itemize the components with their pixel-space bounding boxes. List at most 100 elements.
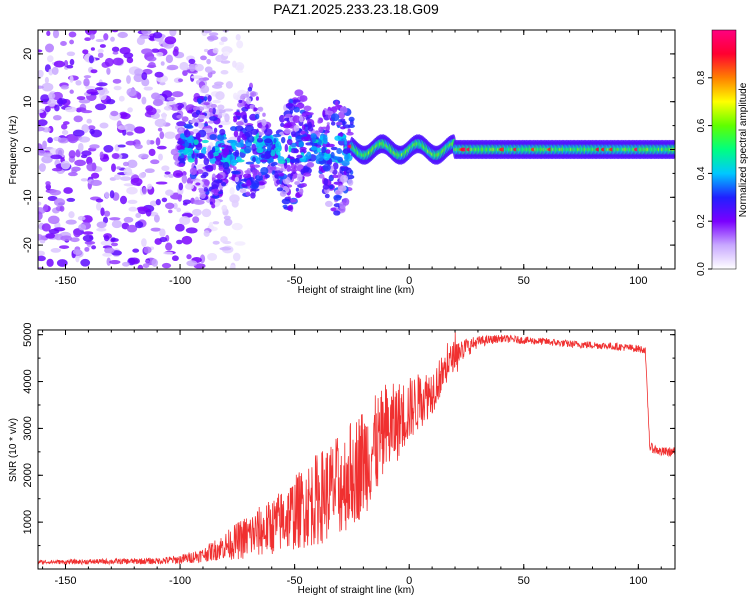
spectrogram-cell (116, 166, 121, 170)
spectrogram-cell (138, 172, 146, 179)
spectrogram-cell (343, 154, 353, 162)
spectrogram-cell (212, 194, 220, 199)
spectrogram-cell (276, 187, 284, 192)
spectrogram-cell (305, 142, 314, 146)
spectrogram-cell (241, 183, 248, 188)
spectrogram-cell (224, 113, 230, 123)
spectrogram-cell (330, 207, 337, 212)
spectrogram-cell (181, 174, 188, 184)
spectrogram-cell (206, 35, 219, 41)
spectrogram-cell (47, 137, 53, 144)
spectrogram-cell (113, 174, 121, 181)
spectrogram-cell (127, 107, 133, 113)
spectrogram-cell (290, 131, 296, 136)
spectrogram-cell (294, 181, 300, 186)
spectrogram-cell (143, 246, 152, 254)
spectrogram-cell (346, 131, 354, 136)
spectrogram-cell (152, 31, 163, 39)
spectrogram-cell (119, 112, 131, 120)
spectrogram-cell (77, 215, 86, 221)
colorbar: 0.0 0.2 0.4 0.6 0.8 Normalized spectral ampl… (696, 29, 749, 276)
spectrogram-cell (340, 118, 346, 122)
spectrogram-cell (95, 38, 105, 43)
spectrogram-cell (141, 238, 147, 247)
spectrogram-cell (235, 121, 244, 126)
spectrogram-cell (133, 73, 144, 83)
spectrogram-cell (109, 217, 121, 221)
spectrogram-cell (94, 87, 104, 91)
spectrogram-cell (38, 69, 44, 78)
spectrogram-cell (294, 89, 304, 97)
snr-series-line (38, 332, 675, 566)
spectrogram-cell (279, 191, 287, 197)
spectrogram-cell (219, 128, 226, 136)
spectrogram-cell (111, 153, 120, 159)
spectrogram-cell (264, 174, 270, 179)
spectrogram-cell (244, 130, 253, 138)
spectrogram-cell (153, 214, 160, 223)
spectrogram-cell (89, 144, 100, 149)
spectrogram-cell (90, 47, 95, 51)
spectrogram-x-tick-label: 50 (518, 275, 530, 287)
spectrogram-cell (56, 259, 68, 267)
spectrogram-cell (54, 198, 66, 207)
spectrogram-cell (151, 92, 161, 100)
spectrogram-cell (106, 67, 111, 75)
spectrogram-cell (61, 123, 68, 130)
spectrogram-cell (176, 114, 184, 119)
spectrogram-cell (143, 86, 154, 91)
colorbar-tick-label: 0.2 (696, 214, 707, 228)
spectrogram-cell (43, 152, 53, 158)
spectrogram-cell (212, 221, 220, 225)
spectrogram-cell (83, 78, 90, 87)
spectrogram-cell (234, 111, 240, 116)
spectrogram-cell (178, 163, 185, 167)
colorbar-frame (711, 29, 737, 270)
spectrogram-cell (119, 195, 128, 205)
spectrogram-cell (44, 43, 55, 53)
spectrogram-cell (165, 202, 175, 210)
spectrogram-cell (299, 116, 304, 123)
spectrogram-cell (179, 216, 191, 225)
spectrogram-cell (111, 163, 116, 172)
spectrogram-cell (264, 138, 273, 144)
spectrogram-cell (38, 49, 43, 53)
spectrogram-cell (73, 115, 83, 123)
spectrogram-y-tick-label: -20 (22, 237, 34, 253)
spectrogram-cell (193, 199, 205, 205)
spectrogram-x-tick-label: 100 (629, 275, 647, 287)
spectrogram-cell (40, 94, 50, 103)
spectrogram-cell (214, 160, 222, 166)
spectrogram-cell (341, 160, 350, 167)
spectrogram-cell (69, 39, 75, 45)
spectrogram-cell (117, 144, 126, 148)
spectrogram-cell (180, 153, 185, 160)
spectrogram-cell (163, 251, 174, 255)
spectrogram-y-axis: -20 -10 0 10 20 (22, 29, 675, 270)
spectrogram-cell (210, 103, 217, 109)
spectrogram-cell (60, 85, 69, 90)
spectrogram-cell (68, 172, 78, 177)
spectrogram-cell (348, 116, 355, 122)
spectrogram-cell (211, 203, 216, 209)
spectrogram-cell (74, 159, 86, 167)
spectrogram-cell (232, 252, 241, 262)
spectrogram-cell (45, 233, 56, 239)
spectrogram-cell (106, 98, 116, 105)
spectrogram-cell (69, 237, 80, 243)
spectrogram-cell (229, 264, 236, 269)
spectrogram-cell (61, 130, 69, 135)
spectrogram-cell (194, 157, 198, 165)
spectrogram-x-label: Height of straight line (km) (298, 285, 415, 296)
spectrogram-cell (81, 124, 89, 134)
spectrogram-cell (326, 124, 330, 131)
spectrogram-cell (253, 107, 258, 112)
spectrogram-cell (126, 87, 137, 97)
spectrogram-cell (169, 30, 177, 37)
spectrogram-cell (99, 122, 109, 129)
spectrogram-cell (203, 187, 209, 192)
spectrogram-cell (290, 158, 296, 164)
spectrogram-cell (90, 179, 102, 187)
spectrogram-cell (111, 46, 120, 53)
